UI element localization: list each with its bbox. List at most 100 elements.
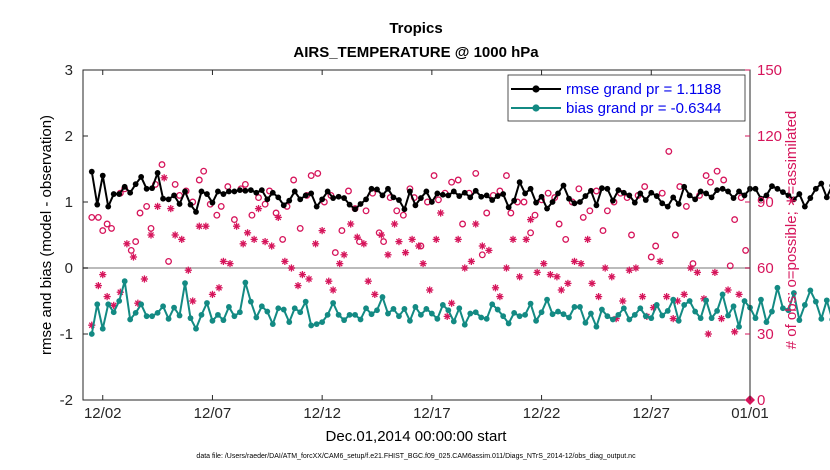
bias-point xyxy=(412,304,419,310)
rmse-point xyxy=(467,194,474,201)
plot-frame xyxy=(82,69,751,401)
rmse-point xyxy=(121,183,128,190)
obs-assimilated-point xyxy=(384,251,392,259)
rmse-point xyxy=(226,188,232,195)
bias-point xyxy=(324,311,331,318)
bias-point xyxy=(697,315,704,322)
rmse-point xyxy=(566,195,572,202)
bias-point xyxy=(143,313,150,320)
obs-assimilated-point xyxy=(704,330,712,338)
rmse-point xyxy=(631,199,638,206)
obs-assimilated-point xyxy=(298,271,307,279)
bias-point xyxy=(489,301,496,308)
obs-possible-point xyxy=(88,213,96,221)
bias-point xyxy=(319,319,326,326)
bias-point xyxy=(280,306,287,313)
obs-possible-point xyxy=(165,257,173,265)
obs-assimilated-point xyxy=(724,286,732,294)
rmse-point xyxy=(154,170,161,176)
bias-point xyxy=(407,317,413,324)
rmse-point xyxy=(269,189,276,196)
obs-assimilated-point xyxy=(364,277,372,285)
obs-possible-point xyxy=(241,180,249,188)
rmse-point xyxy=(642,197,649,203)
rmse-point xyxy=(396,197,402,203)
legend-bias-label: bias grand pr = -0.6344 xyxy=(566,100,722,117)
bias-point xyxy=(675,317,682,324)
obs-assimilated-point xyxy=(680,290,688,298)
obs-possible-point xyxy=(599,227,607,235)
bias-point xyxy=(725,312,731,319)
rmse-point xyxy=(560,182,567,189)
rmse-point xyxy=(105,203,112,210)
bias-point xyxy=(335,311,342,318)
rmse-point xyxy=(703,190,710,197)
rmse-point xyxy=(220,191,227,197)
rmse-point xyxy=(725,188,731,195)
obs-assimilated-point xyxy=(472,220,480,228)
legend-bias-marker xyxy=(532,104,540,112)
tick-layer: 12/02 12/07 12/12 12/17 12/22 12/27 01/01 -2 -1 0… xyxy=(60,62,782,422)
obs-assimilated-point xyxy=(167,205,175,213)
obs-assimilated-point xyxy=(553,273,561,281)
obs-assimilated-point xyxy=(717,315,726,323)
obs-assimilated-point xyxy=(340,251,348,259)
obs-possible-point xyxy=(213,211,221,219)
bias-point xyxy=(555,308,561,315)
obs-possible-point xyxy=(671,231,679,239)
bias-point xyxy=(741,298,748,304)
x-tick-label: 12/12 xyxy=(303,405,341,422)
obs-possible-point xyxy=(255,194,262,202)
bias-point xyxy=(264,308,271,315)
bias-point xyxy=(692,308,699,315)
obs-assimilated-point xyxy=(371,290,379,298)
bias-point xyxy=(472,309,479,316)
bias-point xyxy=(631,311,638,318)
bias-point xyxy=(560,311,567,318)
bias-point xyxy=(171,304,177,311)
rmse-point xyxy=(456,193,463,199)
obs-possible-point xyxy=(143,202,151,210)
bias-point xyxy=(379,294,386,300)
obs-possible-point xyxy=(531,211,539,219)
y-tick-label: 1 xyxy=(65,194,73,211)
obs-possible-point xyxy=(345,187,352,195)
rmse-point xyxy=(236,187,243,194)
y-tick-label-right: 120 xyxy=(757,128,782,145)
obs-assimilated-point xyxy=(432,235,440,243)
rmse-point xyxy=(752,185,759,192)
bias-point xyxy=(209,317,216,324)
bias-point xyxy=(160,303,166,310)
bias-point xyxy=(105,301,112,308)
y-tick-label: 2 xyxy=(65,128,73,145)
rmse-point xyxy=(555,190,561,197)
rmse-point xyxy=(823,194,830,201)
rmse-point xyxy=(127,189,134,196)
bias-point xyxy=(385,310,391,317)
bias-point xyxy=(577,304,583,310)
rmse-point xyxy=(730,195,737,201)
data-file-footnote: data file: /Users/raeder/DAI/ATM_forcXX/… xyxy=(196,453,636,460)
y-axis-label-right: # of obs: o=possible; ∗=assimilated xyxy=(783,111,800,350)
rmse-point xyxy=(385,185,391,192)
rmse-point xyxy=(171,192,177,199)
rmse-point xyxy=(522,190,529,197)
obs-assimilated-point xyxy=(663,293,671,301)
bias-point xyxy=(522,311,529,318)
obs-assimilated-point xyxy=(99,271,107,279)
legend: rmse grand pr = 1.1188 bias grand pr = -… xyxy=(507,74,746,122)
bias-point xyxy=(790,290,797,296)
obs-assimilated-point xyxy=(448,299,456,307)
bias-point xyxy=(390,306,397,312)
rmse-point xyxy=(258,187,265,194)
bias-point xyxy=(703,297,710,304)
obs-possible-point xyxy=(296,224,304,232)
bias-point xyxy=(571,304,578,310)
bias-point xyxy=(582,319,589,326)
series-layer xyxy=(88,168,830,337)
rmse-point xyxy=(132,181,139,188)
bias-point xyxy=(500,313,507,320)
rmse-point xyxy=(110,191,117,197)
obs-assimilated-point xyxy=(189,297,197,305)
rmse-point xyxy=(769,183,775,190)
